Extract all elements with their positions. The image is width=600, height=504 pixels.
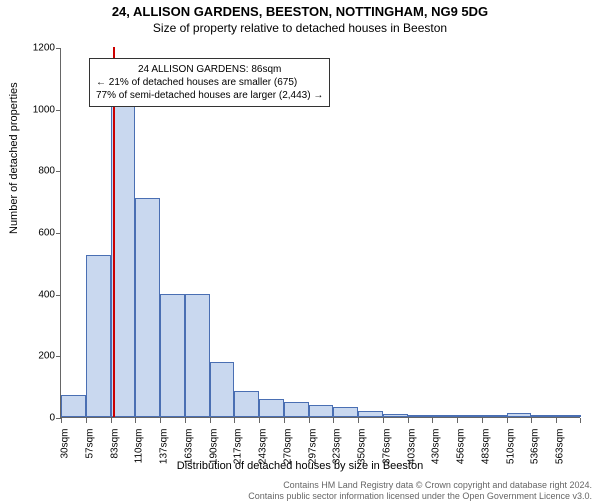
x-tick-mark xyxy=(482,418,483,423)
y-tick-mark xyxy=(56,171,61,172)
histogram-bar xyxy=(482,415,507,417)
x-tick-label: 456sqm xyxy=(456,429,467,465)
histogram-bar xyxy=(135,198,160,417)
page-address-title: 24, ALLISON GARDENS, BEESTON, NOTTINGHAM… xyxy=(0,4,600,19)
x-tick-mark xyxy=(358,418,359,423)
x-tick-label: 243sqm xyxy=(258,429,269,465)
y-tick-label: 600 xyxy=(38,228,55,239)
histogram-bar xyxy=(309,405,334,417)
x-tick-label: 57sqm xyxy=(84,429,95,459)
histogram-bar xyxy=(333,407,358,417)
y-tick-label: 1000 xyxy=(33,104,55,115)
plot-area: 02004006008001000120030sqm57sqm83sqm110s… xyxy=(60,48,580,418)
annotation-line: ← 21% of detached houses are smaller (67… xyxy=(96,76,323,89)
x-tick-mark xyxy=(408,418,409,423)
x-tick-mark xyxy=(111,418,112,423)
x-tick-label: 297sqm xyxy=(307,429,318,465)
x-tick-mark xyxy=(61,418,62,423)
x-tick-mark xyxy=(556,418,557,423)
y-tick-mark xyxy=(56,48,61,49)
x-tick-mark xyxy=(185,418,186,423)
y-tick-mark xyxy=(56,110,61,111)
x-tick-mark xyxy=(383,418,384,423)
x-tick-mark xyxy=(86,418,87,423)
x-tick-mark xyxy=(309,418,310,423)
histogram-bar xyxy=(284,402,309,417)
x-tick-mark xyxy=(210,418,211,423)
histogram-bar xyxy=(185,294,210,417)
x-tick-mark xyxy=(507,418,508,423)
histogram-bar xyxy=(531,415,556,417)
y-tick-label: 1200 xyxy=(33,43,55,54)
x-tick-label: 563sqm xyxy=(555,429,566,465)
x-tick-mark xyxy=(160,418,161,423)
x-tick-mark xyxy=(284,418,285,423)
page-subtitle: Size of property relative to detached ho… xyxy=(0,21,600,35)
x-tick-mark xyxy=(234,418,235,423)
x-tick-label: 323sqm xyxy=(332,429,343,465)
x-tick-mark xyxy=(531,418,532,423)
x-tick-label: 376sqm xyxy=(381,429,392,465)
x-tick-mark xyxy=(457,418,458,423)
x-tick-label: 30sqm xyxy=(60,429,71,459)
x-tick-label: 350sqm xyxy=(357,429,368,465)
x-tick-label: 483sqm xyxy=(480,429,491,465)
histogram-bar xyxy=(61,395,86,417)
x-tick-label: 190sqm xyxy=(208,429,219,465)
annotation-line: 77% of semi-detached houses are larger (… xyxy=(96,89,323,102)
footer-attribution: Contains HM Land Registry data © Crown c… xyxy=(8,480,592,502)
histogram-bar xyxy=(234,391,259,417)
y-tick-mark xyxy=(56,233,61,234)
footer-line-2: Contains public sector information licen… xyxy=(8,491,592,502)
histogram-bar xyxy=(259,399,284,418)
x-tick-label: 163sqm xyxy=(183,429,194,465)
histogram-bar xyxy=(432,415,457,417)
x-tick-label: 217sqm xyxy=(233,429,244,465)
footer-line-1: Contains HM Land Registry data © Crown c… xyxy=(8,480,592,491)
x-axis-label: Distribution of detached houses by size … xyxy=(0,460,600,472)
x-tick-label: 430sqm xyxy=(431,429,442,465)
histogram-bar xyxy=(457,415,482,417)
histogram-bar xyxy=(210,362,235,418)
histogram-bar xyxy=(383,414,408,417)
histogram-bar xyxy=(358,411,383,417)
histogram-bar xyxy=(556,415,581,417)
x-tick-label: 510sqm xyxy=(505,429,516,465)
x-tick-mark xyxy=(580,418,581,423)
annotation-line: 24 ALLISON GARDENS: 86sqm xyxy=(96,63,323,76)
x-tick-label: 83sqm xyxy=(109,429,120,459)
x-tick-mark xyxy=(135,418,136,423)
histogram-bar xyxy=(408,415,433,417)
x-tick-label: 110sqm xyxy=(134,429,145,464)
x-tick-label: 403sqm xyxy=(406,429,417,465)
y-tick-mark xyxy=(56,295,61,296)
histogram-bar xyxy=(86,255,111,417)
x-tick-mark xyxy=(259,418,260,423)
x-tick-mark xyxy=(333,418,334,423)
annotation-box: 24 ALLISON GARDENS: 86sqm← 21% of detach… xyxy=(89,58,330,107)
chart-area: 02004006008001000120030sqm57sqm83sqm110s… xyxy=(60,48,580,418)
x-tick-label: 536sqm xyxy=(530,429,541,465)
x-tick-label: 270sqm xyxy=(282,429,293,465)
y-axis-label: Number of detached properties xyxy=(8,82,20,234)
histogram-bar xyxy=(160,294,185,417)
y-tick-label: 400 xyxy=(38,289,55,300)
x-tick-mark xyxy=(432,418,433,423)
x-tick-label: 137sqm xyxy=(159,429,170,465)
y-tick-label: 0 xyxy=(49,413,55,424)
histogram-bar xyxy=(507,413,532,417)
y-tick-label: 800 xyxy=(38,166,55,177)
y-tick-mark xyxy=(56,356,61,357)
y-tick-label: 200 xyxy=(38,351,55,362)
